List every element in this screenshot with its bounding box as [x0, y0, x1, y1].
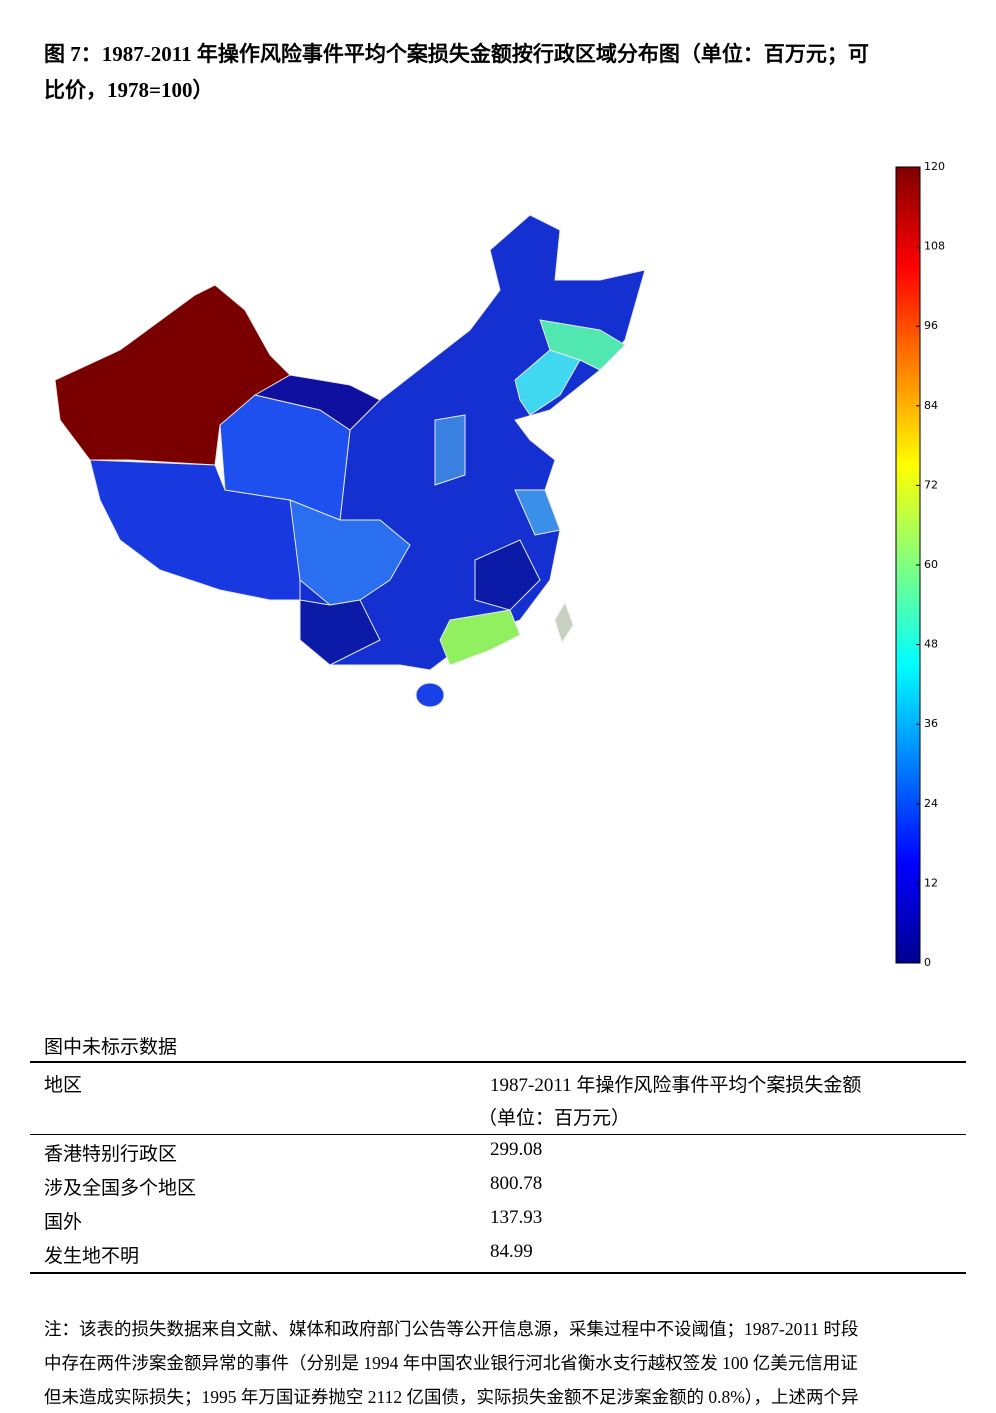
- region: [299, 599, 381, 666]
- region: [89, 459, 301, 601]
- map: [54, 214, 646, 708]
- tick-label: 84: [924, 399, 938, 412]
- table-caption: 图中未标示数据: [44, 1037, 178, 1058]
- row-value: 800.78: [490, 1173, 543, 1194]
- tick-label: 108: [924, 240, 945, 253]
- tick-label: 24: [924, 797, 938, 810]
- region: [439, 609, 521, 666]
- region: [514, 489, 561, 536]
- title: 比价，1978=100）: [44, 78, 214, 102]
- region: [289, 499, 411, 606]
- row-label: 发生地不明: [44, 1246, 140, 1267]
- note-line: 注：该表的损失数据来自文献、媒体和政府部门公告等公开信息源，采集过程中不设阈值；…: [44, 1319, 859, 1339]
- row-value: 137.93: [490, 1207, 543, 1228]
- tick-label: 36: [924, 717, 938, 730]
- note-line: 中存在两件涉案金额异常的事件（分别是 1994 年中国农业银行河北省衡水支行越权…: [44, 1353, 858, 1373]
- table-rule: [30, 1134, 966, 1135]
- region: [474, 539, 541, 611]
- tick-label: 72: [924, 478, 938, 491]
- region: [434, 414, 466, 486]
- region: [415, 682, 445, 708]
- row-value: 299.08: [490, 1139, 543, 1160]
- row-label: 涉及全国多个地区: [44, 1178, 197, 1199]
- region: [539, 319, 626, 371]
- table-rule: [30, 1272, 966, 1274]
- header-cell: （单位：百万元）: [478, 1108, 631, 1129]
- table-rule: [30, 1061, 966, 1063]
- row-label: 香港特别行政区: [44, 1144, 178, 1165]
- row-value: 84.99: [490, 1241, 533, 1262]
- region: [554, 601, 574, 644]
- tick-label: 48: [924, 638, 938, 651]
- figure: 0 12 24 36 48 60 72 84 96 108 120: [54, 160, 945, 969]
- note-line: 但未造成实际损失；1995 年万国证券抛空 2112 亿国债，实际损失金额不足涉…: [44, 1387, 859, 1407]
- region: [253, 374, 381, 431]
- tick-label: 12: [924, 876, 938, 889]
- header-cell: 地区: [44, 1075, 83, 1096]
- header-cell: 1987-2011 年操作风险事件平均个案损失金额: [490, 1075, 862, 1096]
- title: 图 7：1987-2011 年操作风险事件平均个案损失金额按行政区域分布图（单位…: [44, 42, 869, 66]
- tick-label: 96: [924, 319, 938, 332]
- tick-label: 0: [924, 956, 931, 969]
- tick-label: 120: [924, 160, 945, 173]
- tick-label: 60: [924, 558, 938, 571]
- row-label: 国外: [44, 1212, 83, 1233]
